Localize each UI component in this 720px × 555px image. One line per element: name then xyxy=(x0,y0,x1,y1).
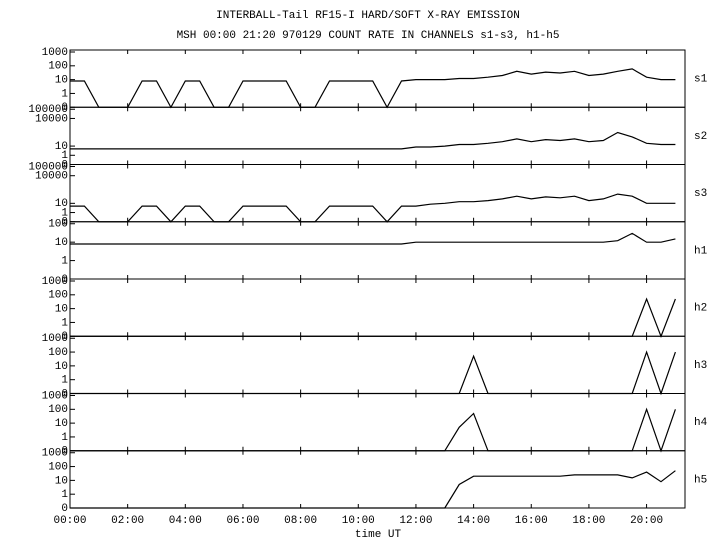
y-tick-label: 1 xyxy=(61,317,68,329)
x-tick-label: 20:00 xyxy=(630,515,663,527)
y-tick-label: 0 xyxy=(61,159,68,171)
y-tick-label: 100 xyxy=(48,404,68,416)
y-tick-label: 100000 xyxy=(28,104,68,116)
panel-frame xyxy=(69,278,686,337)
panel-label: h2 xyxy=(694,303,707,315)
y-tick-label: 1 xyxy=(61,255,68,267)
x-tick-label: 02:00 xyxy=(111,515,144,527)
y-tick-label: 0 xyxy=(61,388,68,400)
y-tick-label: 1000 xyxy=(42,448,68,460)
x-tick-label: 06:00 xyxy=(226,515,259,527)
x-tick-label: 14:00 xyxy=(457,515,490,527)
x-tick-label: 10:00 xyxy=(342,515,375,527)
data-line xyxy=(70,470,676,509)
y-tick-label: 1 xyxy=(61,375,68,387)
data-line xyxy=(70,350,676,396)
panel-frame xyxy=(69,335,686,394)
y-tick-label: 1 xyxy=(61,88,68,100)
y-tick-label: 10 xyxy=(55,475,68,487)
data-line xyxy=(70,131,676,150)
y-tick-label: 100 xyxy=(48,347,68,359)
y-tick-label: 1 xyxy=(61,489,68,501)
y-tick-label: 10000 xyxy=(35,113,68,125)
panel-label: h3 xyxy=(694,360,707,372)
x-tick-label: 16:00 xyxy=(515,515,548,527)
x-axis-label: time UT xyxy=(355,529,402,541)
y-tick-label: 1 xyxy=(61,432,68,444)
panel-label: h1 xyxy=(694,245,708,257)
y-tick-label: 10 xyxy=(55,418,68,430)
y-tick-label: 0 xyxy=(61,446,68,458)
panel-label: h4 xyxy=(694,417,708,429)
data-line xyxy=(70,297,676,338)
y-tick-label: 100 xyxy=(48,290,68,302)
panel-label: s3 xyxy=(694,188,707,200)
y-tick-label: 1000 xyxy=(42,276,68,288)
panel-label: h5 xyxy=(694,474,707,486)
y-tick-label: 0 xyxy=(61,102,68,114)
y-tick-label: 1000 xyxy=(42,390,68,402)
y-tick-label: 0 xyxy=(61,217,68,229)
x-tick-label: 04:00 xyxy=(169,515,202,527)
y-tick-label: 10 xyxy=(55,361,68,373)
chart-subtitle: MSH 00:00 21:20 970129 COUNT RATE IN CHA… xyxy=(177,30,560,42)
panel-frame xyxy=(69,221,686,280)
y-tick-label: 10 xyxy=(55,75,68,87)
x-tick-label: 00:00 xyxy=(53,515,86,527)
y-tick-label: 1000 xyxy=(42,47,68,59)
panel-label: s2 xyxy=(694,131,707,143)
y-tick-label: 1000 xyxy=(42,333,68,345)
data-line xyxy=(70,407,676,453)
y-tick-label: 10000 xyxy=(35,171,68,183)
x-tick-label: 08:00 xyxy=(284,515,317,527)
y-tick-label: 10 xyxy=(55,141,68,153)
panel-label: s1 xyxy=(694,74,708,86)
y-tick-label: 0 xyxy=(61,503,68,515)
y-tick-label: 1 xyxy=(61,207,68,219)
y-tick-label: 10 xyxy=(55,304,68,316)
y-tick-label: 10 xyxy=(55,237,68,249)
panel-frame xyxy=(69,49,686,108)
y-tick-label: 100 xyxy=(48,219,68,231)
y-tick-label: 100 xyxy=(48,461,68,473)
y-tick-label: 0 xyxy=(61,331,68,343)
panel-frame xyxy=(69,393,686,452)
data-line xyxy=(70,68,676,109)
chart-title: INTERBALL-Tail RF15-I HARD/SOFT X-RAY EM… xyxy=(216,10,520,22)
y-tick-label: 0 xyxy=(61,274,68,286)
data-line xyxy=(70,232,676,245)
panel-frame xyxy=(69,106,686,165)
x-tick-label: 18:00 xyxy=(572,515,605,527)
data-line xyxy=(70,193,676,223)
y-tick-label: 100000 xyxy=(28,161,68,173)
x-tick-label: 12:00 xyxy=(399,515,432,527)
panel-frame xyxy=(69,450,686,509)
y-tick-label: 10 xyxy=(55,198,68,210)
y-tick-label: 1 xyxy=(61,150,68,162)
y-tick-label: 100 xyxy=(48,61,68,73)
